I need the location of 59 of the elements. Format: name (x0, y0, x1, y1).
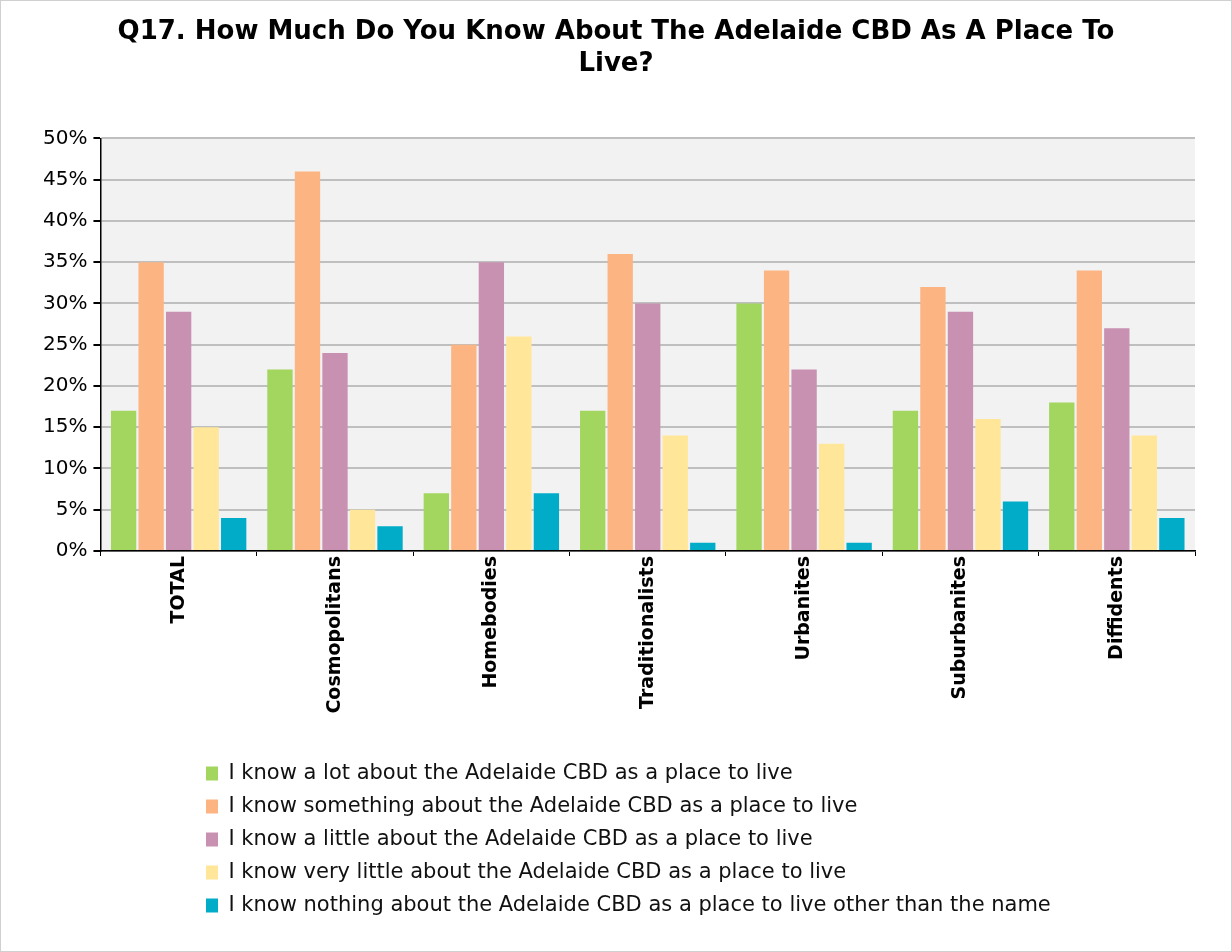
y-tick-label: 35% (43, 248, 88, 273)
bar (377, 526, 403, 550)
bar (736, 303, 762, 550)
bar (662, 435, 688, 550)
bar (920, 286, 946, 550)
y-tick-label: 40% (43, 207, 88, 232)
bar (138, 262, 164, 550)
x-tick-label: Homebodies (478, 556, 501, 689)
legend-label: I know nothing about the Adelaide CBD as a place to live other than the name (228, 891, 1051, 916)
y-tick-label: 0% (55, 537, 88, 562)
x-tick-label: Suburbanites (947, 556, 970, 700)
legend-label: I know a lot about the Adelaide CBD as a place to live (228, 759, 793, 784)
y-tick-label: 5% (55, 495, 88, 520)
bar (763, 270, 790, 550)
bar (690, 542, 716, 550)
bar (451, 344, 477, 550)
bar (607, 253, 633, 550)
bar (947, 311, 974, 550)
bar (1002, 501, 1029, 550)
bar (294, 171, 321, 550)
bar (165, 311, 192, 550)
bar (1131, 435, 1157, 550)
bar (193, 427, 219, 550)
x-tick-label: Cosmopolitans (321, 556, 344, 714)
bar (478, 262, 505, 550)
bar (1104, 328, 1130, 550)
bar (975, 418, 1001, 550)
y-tick-label: 15% (43, 413, 88, 438)
y-tick-label: 25% (43, 330, 88, 355)
bar (635, 303, 661, 550)
bar (267, 369, 293, 550)
y-tick-label: 20% (43, 372, 88, 397)
y-tick-label: 30% (43, 289, 88, 314)
y-tick-label: 45% (43, 165, 88, 190)
bar (818, 443, 845, 550)
legend-label: I know something about the Adelaide CBD as a place to live (228, 792, 858, 817)
bar (1076, 270, 1102, 550)
bar (580, 410, 606, 550)
bar (506, 336, 532, 550)
bar (349, 509, 376, 550)
x-tick-label: Traditionalists (634, 556, 657, 709)
y-tick-label: 10% (43, 454, 88, 479)
bar (221, 517, 247, 550)
bar (1049, 402, 1075, 550)
bar (846, 542, 872, 550)
x-tick-label: Diffidents (1103, 556, 1126, 660)
chart-title: Q17. How Much Do You Know About The Adelaide CBD As A Place To Live? (117, 15, 1115, 77)
bar (533, 493, 560, 550)
bar (110, 410, 137, 550)
legend-label: I know very little about the Adelaide CBD as a place to live (228, 858, 847, 883)
bar (423, 493, 449, 550)
bar (892, 410, 919, 550)
legend-label: I know a little about the Adelaide CBD as a place to live (228, 825, 813, 850)
bar (1159, 517, 1185, 550)
bar (322, 352, 348, 550)
y-tick-label: 50% (43, 124, 88, 149)
x-tick-label: Urbanites (791, 556, 814, 661)
bar (791, 369, 817, 550)
x-tick-label: TOTAL (165, 556, 188, 624)
